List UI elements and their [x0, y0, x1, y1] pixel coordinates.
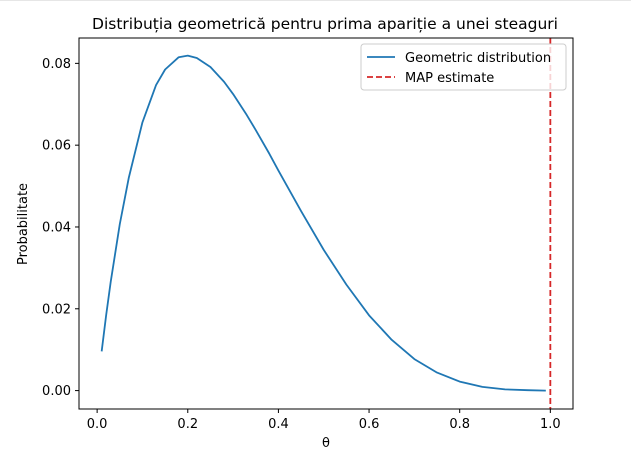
x-tick-label: 0.0	[87, 417, 108, 432]
legend: Geometric distribution MAP estimate	[360, 43, 567, 91]
y-tick-label: 0.06	[42, 139, 71, 154]
plot-area	[100, 38, 552, 409]
legend-label-map: MAP estimate	[405, 71, 494, 86]
geometric-distribution-line	[100, 54, 546, 392]
axes-frame	[78, 37, 574, 410]
legend-label-geometric: Geometric distribution	[405, 51, 551, 66]
x-tick-label: 0.2	[177, 417, 198, 432]
y-tick-label: 0.02	[42, 302, 71, 317]
y-tick-label: 0.04	[42, 220, 71, 235]
top-border	[0, 0, 631, 1]
x-tick-label: 0.4	[268, 417, 289, 432]
chart-title: Distribuția geometrică pentru prima apar…	[92, 15, 558, 33]
x-tick-label: 0.8	[449, 417, 470, 432]
y-axis-label: Probabilitate	[16, 183, 31, 265]
x-axis-label: θ	[322, 436, 330, 451]
legend-box	[360, 43, 567, 91]
x-tick-label: 1.0	[540, 417, 561, 432]
y-tick-label: 0.00	[42, 384, 71, 399]
x-tick-label: 0.6	[359, 417, 380, 432]
y-tick-label: 0.08	[42, 57, 71, 72]
y-axis: 0.00 0.02 0.04 0.06 0.08	[42, 57, 79, 399]
x-axis: 0.0 0.2 0.4 0.6 0.8 1.0	[87, 409, 561, 432]
